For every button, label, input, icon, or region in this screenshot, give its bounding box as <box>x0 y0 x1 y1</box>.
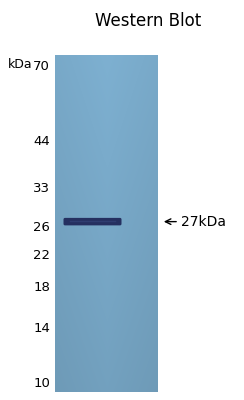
FancyBboxPatch shape <box>63 218 122 225</box>
Text: 10: 10 <box>33 377 50 390</box>
Text: 33: 33 <box>33 182 50 196</box>
Text: 26: 26 <box>33 221 50 234</box>
Text: 44: 44 <box>33 136 50 148</box>
Text: 70: 70 <box>33 60 50 73</box>
Text: Western Blot: Western Blot <box>95 12 201 30</box>
Text: kDa: kDa <box>8 58 33 71</box>
Text: 22: 22 <box>33 248 50 262</box>
Text: 18: 18 <box>33 281 50 294</box>
Text: 14: 14 <box>33 322 50 335</box>
Text: 27kDa: 27kDa <box>181 215 226 229</box>
